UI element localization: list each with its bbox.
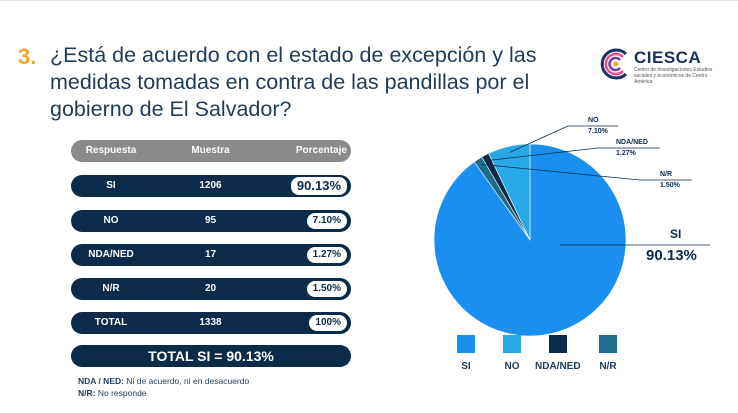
row-porcentaje: 1.50% — [306, 281, 347, 297]
pie-chart: SI 90.13% NO 7.10% NDA/NED 1.27% N/R 1.50% — [433, 117, 710, 337]
note-nr: N/R: No responde — [78, 388, 147, 398]
table-row-nda: NDA/NED 17 1.27% — [71, 244, 351, 266]
legend-swatch-nda — [548, 335, 567, 353]
slice-value-label: 1.27% — [616, 150, 637, 157]
table-row-no: NO 95 7.10% — [71, 210, 351, 232]
row-respuesta: SI — [106, 180, 116, 191]
legend-label: SI — [461, 361, 471, 372]
legend-swatch-si — [457, 335, 475, 353]
slice-label: NO — [588, 117, 599, 124]
leader-line — [509, 125, 618, 153]
ciesca-logo: CIESCA Centro de Investigaciones Estudio… — [596, 44, 726, 94]
table-row-total: TOTAL 1338 100% — [71, 312, 351, 334]
total-si-banner: TOTAL SI = 90.13% — [71, 345, 351, 367]
legend-label: NO — [504, 361, 520, 372]
legend-item-nr: N/R — [599, 335, 617, 372]
row-muestra: 95 — [204, 215, 217, 226]
row-muestra: 1338 — [199, 317, 222, 328]
note-text: No responde — [97, 388, 147, 398]
slice-value-label: 1.50% — [660, 182, 681, 189]
row-porcentaje: 100% — [309, 315, 347, 331]
row-respuesta: NO — [103, 215, 119, 226]
note-key: N/R: — [78, 388, 96, 398]
header-porcentaje: Porcentaje — [295, 145, 347, 156]
top-divider — [0, 0, 738, 1]
question-title: ¿Está de acuerdo con el estado de excepc… — [50, 43, 537, 121]
row-porcentaje: 90.13% — [290, 177, 347, 195]
slice-label: N/R — [660, 171, 672, 178]
row-respuesta: N/R — [102, 283, 120, 294]
leader-line — [487, 147, 660, 161]
legend-swatch-no — [503, 335, 521, 353]
legend-label: NDA/NED — [535, 361, 581, 372]
note-text: Ni de acuerdo, ni en desacuerdo — [126, 376, 250, 386]
slice-label: SI — [670, 227, 681, 241]
legend-label: N/R — [599, 361, 617, 372]
slice-value-label: 7.10% — [588, 128, 609, 135]
row-porcentaje: 7.10% — [306, 213, 347, 229]
note-key: NDA / NED: — [78, 376, 124, 386]
row-respuesta: TOTAL — [94, 317, 128, 328]
table-row-nr: N/R 20 1.50% — [71, 278, 351, 300]
header-respuesta: Respuesta — [85, 145, 137, 156]
legend-item-si: SI — [457, 335, 475, 372]
legend-swatch-nr — [599, 335, 617, 353]
leader-line — [481, 163, 692, 181]
table-header: Respuesta Muestra Porcentaje — [71, 140, 351, 162]
row-respuesta: NDA/NED — [88, 249, 134, 260]
legend-item-no: NO — [503, 335, 521, 372]
note-nda: NDA / NED: Ni de acuerdo, ni en desacuer… — [78, 376, 249, 386]
row-porcentaje: 1.27% — [306, 247, 347, 263]
header-muestra: Muestra — [191, 145, 230, 156]
slice-value-label: 90.13% — [646, 247, 697, 264]
logo-name: CIESCA — [634, 48, 702, 67]
ciesca-logo-mark-icon — [600, 48, 628, 80]
slice-label: NDA/NED — [616, 139, 648, 146]
legend-item-nda: NDA/NED — [535, 335, 581, 372]
table-row-si: SI 1206 90.13% — [71, 175, 351, 197]
question-number: 3. — [18, 44, 37, 69]
logo-subtitle: Centro de Investigaciones Estudios socia… — [634, 67, 713, 85]
row-muestra: 20 — [204, 283, 217, 294]
row-muestra: 1206 — [199, 180, 222, 191]
row-muestra: 17 — [204, 249, 217, 260]
